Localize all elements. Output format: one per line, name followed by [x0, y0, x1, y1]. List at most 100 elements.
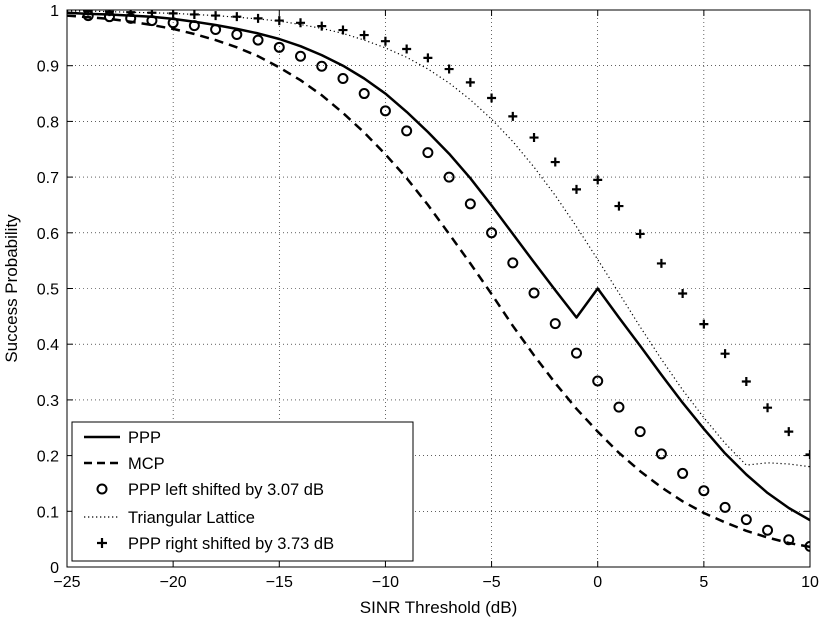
legend: PPP MCP PPP left shifted by 3.07 dB Tria…	[71, 421, 414, 562]
series-line-triangular-lattice	[67, 10, 810, 468]
x-tick-label: 5	[699, 574, 708, 591]
marker-plus	[380, 36, 390, 46]
marker-plus	[317, 21, 327, 31]
marker-plus	[571, 184, 581, 194]
marker-plus	[126, 10, 136, 17]
marker-circle	[634, 426, 646, 438]
marker-circle	[804, 540, 810, 552]
y-axis-label: Success Probability	[2, 214, 21, 363]
marker-plus	[487, 93, 497, 103]
y-tick-label: 0.2	[37, 449, 59, 466]
marker-plus	[614, 201, 624, 211]
y-tick-label: 1	[50, 3, 59, 20]
y-tick-label: 0.5	[37, 282, 59, 299]
y-tick-label: 0	[50, 560, 59, 577]
x-tick-label: −15	[266, 574, 293, 591]
x-tick-label: −25	[53, 574, 80, 591]
marker-circle	[295, 50, 307, 62]
marker-plus	[720, 349, 730, 359]
marker-plus	[338, 25, 348, 35]
series-group	[67, 10, 810, 552]
y-tick-label: 0.6	[37, 226, 59, 243]
marker-circle	[167, 17, 179, 29]
x-tick-label: −20	[160, 574, 187, 591]
marker-plus	[232, 12, 242, 22]
marker-circle	[549, 318, 561, 330]
marker-circle	[231, 29, 243, 41]
marker-plus	[550, 157, 560, 167]
marker-circle	[252, 34, 264, 46]
marker-circle	[719, 501, 731, 513]
marker-plus	[444, 64, 454, 74]
legend-swatch-circles	[96, 483, 108, 495]
marker-plus	[508, 111, 518, 121]
marker-plus	[402, 44, 412, 54]
marker-circle	[655, 448, 667, 460]
series-line-ppp	[67, 11, 810, 522]
legend-box	[71, 421, 414, 562]
y-tick-label: 0.7	[37, 170, 59, 187]
legend-swatch-plus	[97, 538, 107, 548]
marker-plus	[763, 403, 773, 413]
marker-plus	[465, 77, 475, 87]
marker-circle	[379, 105, 391, 117]
y-tick-label: 0.4	[37, 337, 59, 354]
x-tick-label: −10	[372, 574, 399, 591]
marker-circle	[422, 147, 434, 159]
marker-circle	[677, 467, 689, 479]
y-tick-label: 0.1	[37, 504, 59, 521]
marker-plus	[211, 11, 221, 21]
marker-plus	[189, 10, 199, 19]
marker-plus	[423, 53, 433, 63]
marker-circle	[337, 73, 349, 85]
marker-circle	[740, 514, 752, 526]
marker-circle	[358, 88, 370, 100]
marker-plus	[805, 449, 810, 459]
marker-circle	[528, 287, 540, 299]
marker-circle	[188, 20, 200, 32]
marker-plus	[784, 427, 794, 437]
marker-plus	[678, 289, 688, 299]
legend-label-right-shifted: PPP right shifted by 3.73 dB	[128, 535, 334, 553]
marker-circle	[698, 485, 710, 497]
legend-label-mcp: MCP	[128, 455, 165, 473]
x-tick-label: −5	[482, 574, 500, 591]
marker-circle	[401, 125, 413, 137]
marker-circle	[592, 375, 604, 387]
marker-plus	[529, 133, 539, 143]
marker-plus	[296, 18, 306, 28]
marker-plus	[593, 175, 603, 185]
marker-plus	[741, 377, 751, 387]
marker-circle	[507, 257, 519, 269]
legend-label-ppp: PPP	[128, 429, 161, 447]
legend-label-lattice: Triangular Lattice	[128, 509, 255, 527]
legend-label-left-shifted: PPP left shifted by 3.07 dB	[128, 481, 324, 499]
marker-plus	[104, 10, 114, 17]
series-layer	[67, 10, 810, 552]
ticks	[66, 9, 811, 568]
marker-plus	[253, 13, 263, 23]
marker-plus	[699, 319, 709, 329]
marker-circle	[783, 534, 795, 546]
marker-circle	[210, 23, 222, 35]
x-tick-label: 0	[593, 574, 602, 591]
marker-plus	[635, 229, 645, 239]
marker-circle	[613, 401, 625, 413]
marker-circle	[316, 60, 328, 72]
marker-plus	[147, 10, 157, 18]
marker-circle	[486, 227, 498, 239]
x-tick-label: 10	[801, 574, 819, 591]
y-tick-label: 0.8	[37, 114, 59, 131]
series-line-mcp	[67, 14, 810, 549]
marker-plus	[83, 10, 93, 16]
x-axis-label: SINR Threshold (dB)	[360, 598, 517, 617]
marker-circle	[570, 347, 582, 359]
marker-plus	[656, 258, 666, 268]
marker-circle	[464, 198, 476, 210]
y-tick-label: 0.3	[37, 393, 59, 410]
marker-circle	[273, 41, 285, 53]
marker-circle	[762, 524, 774, 536]
tick-labels: −25 −20 −15 −10 −5 0 5 10 0 0.1 0.2 0.3 0.4 0.5 0.6 0.7…	[37, 3, 819, 591]
marker-circle	[443, 171, 455, 183]
